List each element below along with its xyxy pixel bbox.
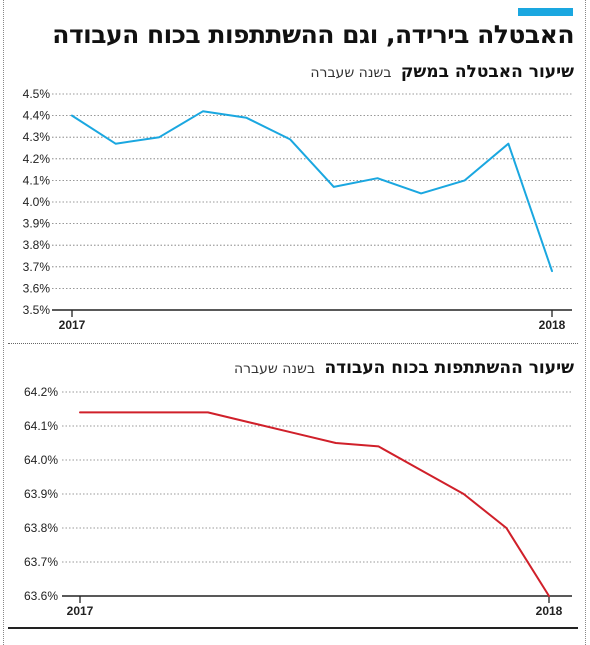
unemployment-title-strong: שיעור האבטלה במשק [400, 62, 574, 82]
unemployment-x-tick-label: 2018 [539, 318, 566, 332]
unemployment-y-tick-label: 3.9% [23, 217, 51, 231]
participation-x-tick-label: 2017 [67, 604, 94, 618]
unemployment-title-light: בשנה שעברה [310, 65, 392, 81]
unemployment-chart-title: שיעור האבטלה במשק בשנה שעברה [310, 62, 574, 82]
unemployment-y-tick-label: 4.3% [23, 130, 51, 144]
unemployment-y-tick-label: 3.6% [23, 281, 51, 295]
participation-y-tick-label: 63.9% [24, 487, 58, 501]
participation-y-tick-label: 63.6% [24, 589, 58, 603]
participation-y-tick-label: 63.7% [24, 555, 58, 569]
participation-y-tick-label: 63.8% [24, 521, 58, 535]
bottom-rule [8, 627, 578, 629]
participation-y-tick-label: 64.0% [24, 453, 58, 467]
unemployment-y-tick-label: 3.8% [23, 238, 51, 252]
unemployment-x-tick-label: 2017 [59, 318, 86, 332]
participation-series-line [79, 411, 550, 597]
unemployment-y-tick-label: 4.4% [23, 109, 51, 123]
participation-y-tick-label: 64.2% [24, 385, 58, 399]
participation-title-light: בשנה שעברה [234, 361, 316, 377]
unemployment-series-line [71, 110, 553, 273]
participation-x-tick-label: 2018 [536, 604, 563, 618]
participation-chart-title: שיעור ההשתתפות בכוח העבודה בשנה שעברה [234, 358, 574, 378]
participation-y-tick-label: 64.1% [24, 419, 58, 433]
unemployment-y-tick-label: 4.0% [23, 195, 51, 209]
participation-chart: 63.6% 63.7% 63.8% 63.9% 64.0% 64.1% 64.2% 2017 2… [24, 385, 572, 618]
headline: האבטלה בירידה, וגם ההשתתפות בכוח העבודה [52, 20, 574, 49]
section-divider [8, 343, 578, 344]
participation-title-strong: שיעור ההשתתפות בכוח העבודה [324, 358, 574, 378]
unemployment-y-tick-label: 4.1% [23, 173, 51, 187]
unemployment-chart: 3.5% 3.6% 3.7% 3.8% 3.9% 4.0% 4.1% 4.2% 4.3% 4.4%… [23, 87, 572, 332]
figure-frame [3, 0, 586, 645]
unemployment-y-tick-label: 3.5% [23, 303, 51, 317]
accent-bar [518, 8, 573, 16]
unemployment-y-tick-label: 3.7% [23, 260, 51, 274]
unemployment-y-tick-label: 4.2% [23, 152, 51, 166]
unemployment-y-tick-label: 4.5% [23, 87, 51, 101]
